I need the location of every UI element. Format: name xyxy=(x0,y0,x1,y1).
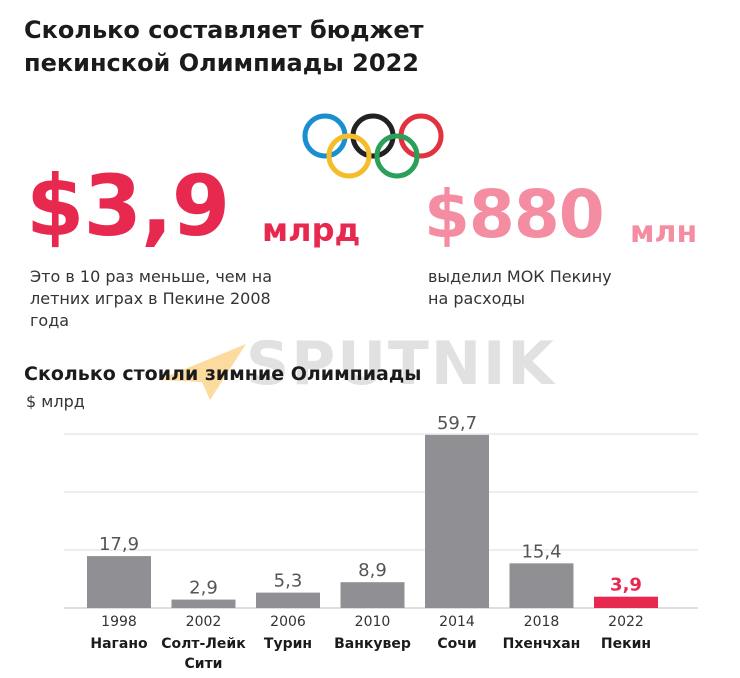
x-tick-year: 2018 xyxy=(524,614,560,630)
budget-description: Это в 10 раз меньше, чем на летних играх… xyxy=(30,267,273,330)
bar-value-label: 2,9 xyxy=(189,578,218,599)
bar-value-label: 3,9 xyxy=(610,575,642,596)
x-tick-city: Сити xyxy=(184,656,222,672)
bar-value-label: 8,9 xyxy=(358,560,387,581)
x-tick-year: 2002 xyxy=(186,614,222,630)
budget-value: $3,9 xyxy=(26,157,230,255)
page-title: Сколько составляет бюджет пекинской Олим… xyxy=(24,16,424,77)
bar xyxy=(594,596,658,608)
x-tick-city: Солт-Лейк xyxy=(161,636,246,652)
bar xyxy=(171,599,236,608)
x-tick-city: Турин xyxy=(264,636,312,652)
x-tick-year: 2022 xyxy=(608,614,644,630)
watermark: SPUTNIK xyxy=(246,329,556,399)
olympic-rings-icon xyxy=(302,113,444,179)
bar xyxy=(87,556,151,608)
sputnik-logo-icon xyxy=(158,344,246,400)
bar xyxy=(425,434,489,608)
bar-value-label: 5,3 xyxy=(274,571,303,592)
x-tick-city: Сочи xyxy=(437,636,476,652)
bar-value-label: 15,4 xyxy=(521,541,561,562)
ioc-funding-description: выделил МОК Пекину на расходы xyxy=(428,267,612,308)
bar xyxy=(256,592,320,608)
x-tick-year: 2006 xyxy=(270,614,306,630)
bar-value-label: 59,7 xyxy=(437,413,477,434)
x-tick-city: Пхенчхан xyxy=(503,636,581,652)
x-tick-year: 2014 xyxy=(439,614,475,630)
ioc-funding-value: $880 xyxy=(424,176,605,253)
budget-unit: млрд xyxy=(262,211,361,249)
bar xyxy=(340,582,405,608)
x-tick-city: Нагано xyxy=(90,636,148,652)
olympics-cost-chart: 17,9 1998 Нагано 2,9 2002 Солт-Лейк Сити 5,3 200… xyxy=(64,413,698,672)
chart-title: Сколько стоили зимние Олимпиады xyxy=(24,363,422,385)
x-tick-year: 2010 xyxy=(355,614,391,630)
ioc-funding-unit: млн xyxy=(630,215,698,250)
bar-value-label: 17,9 xyxy=(99,534,139,555)
bar xyxy=(509,563,574,608)
x-tick-year: 1998 xyxy=(101,614,137,630)
x-tick-city: Пекин xyxy=(601,636,651,652)
x-tick-city: Ванкувер xyxy=(334,636,411,652)
chart-y-axis-label: $ млрд xyxy=(26,392,85,411)
